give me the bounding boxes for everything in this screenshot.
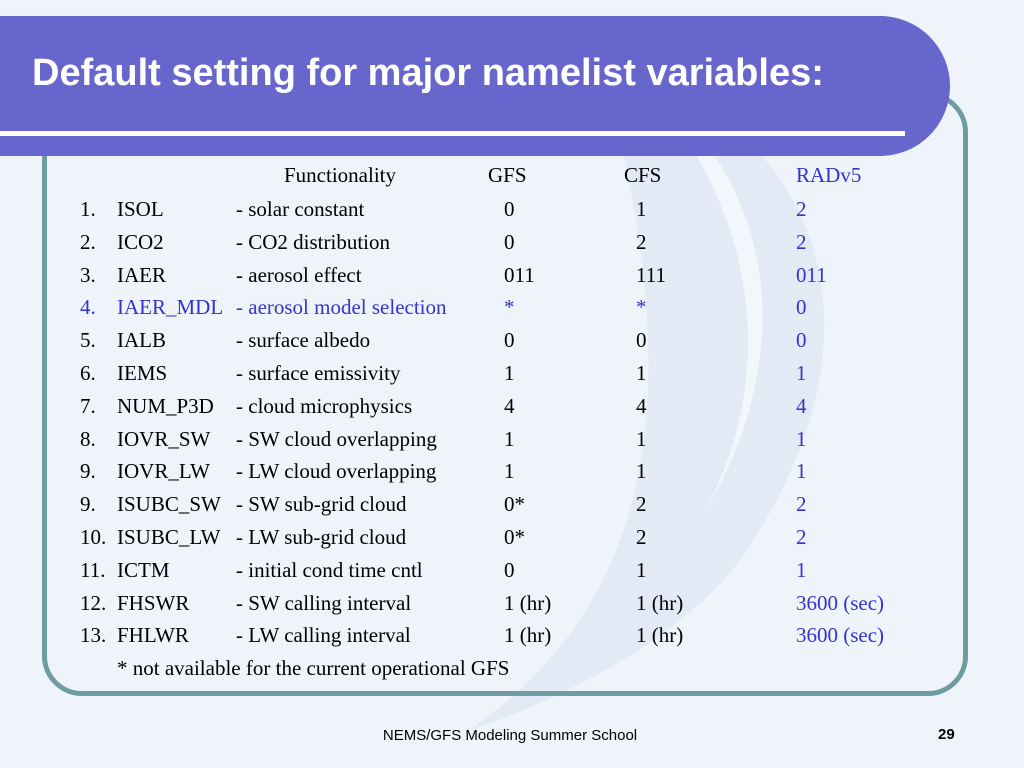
row-number: 13. — [80, 623, 107, 648]
row-description: - initial cond time cntl — [236, 557, 423, 582]
row-radv5-value: 011 — [796, 262, 827, 287]
row-radv5-value: 2 — [796, 229, 807, 254]
footer-text: NEMS/GFS Modeling Summer School — [382, 727, 638, 744]
row-gfs-value: 0 — [504, 197, 515, 221]
row-number: 11. — [80, 557, 106, 582]
row-number: 7. — [80, 393, 96, 418]
row-cfs-value: 1 — [636, 459, 647, 484]
row-radv5-value: 0 — [796, 295, 807, 320]
row-cfs-value: 1 (hr) — [636, 623, 684, 648]
row-description: - SW calling interval — [236, 590, 412, 615]
row-cfs-value: * — [636, 295, 647, 320]
row-variable: IALB — [117, 328, 166, 353]
row-gfs-value: * — [504, 295, 515, 320]
row-variable: IAER — [117, 262, 166, 287]
row-radv5-value: 1 — [796, 459, 807, 484]
row-number: 5. — [80, 328, 96, 353]
row-number: 1. — [80, 197, 96, 221]
row-variable: IOVR_SW — [117, 426, 211, 451]
row-number: 6. — [80, 361, 96, 385]
row-description: - aerosol model selection — [236, 295, 447, 320]
row-description: - cloud microphysics — [236, 393, 413, 418]
row-variable: FHLWR — [117, 623, 189, 648]
row-cfs-value: 2 — [636, 492, 647, 517]
row-description: - solar constant — [236, 197, 365, 221]
page-number: 29 — [938, 726, 955, 743]
row-cfs-value: 2 — [636, 525, 647, 549]
row-cfs-value: 1 (hr) — [636, 590, 684, 615]
row-gfs-value: 1 (hr) — [504, 590, 552, 615]
row-description: - surface albedo — [236, 328, 371, 353]
row-description: - CO2 distribution — [236, 229, 391, 254]
row-number: 9. — [80, 492, 96, 517]
slide-title: Default setting for major namelist varia… — [32, 52, 824, 94]
row-number: 8. — [80, 426, 96, 451]
row-cfs-value: 1 — [636, 361, 647, 385]
row-number: 10. — [80, 525, 107, 549]
row-radv5-value: 3600 (sec) — [796, 623, 885, 648]
row-gfs-value: 0 — [504, 229, 515, 254]
row-gfs-value: 0* — [504, 525, 525, 549]
row-gfs-value: 1 — [504, 426, 515, 451]
row-variable: NUM_P3D — [117, 393, 214, 418]
header-gfs: GFS — [488, 163, 527, 187]
row-description: - aerosol effect — [236, 262, 362, 287]
row-radv5-value: 1 — [796, 557, 807, 582]
row-radv5-value: 0 — [796, 328, 807, 353]
row-cfs-value: 1 — [636, 197, 647, 221]
row-number: 12. — [80, 590, 107, 615]
row-radv5-value: 3600 (sec) — [796, 590, 885, 615]
row-radv5-value: 2 — [796, 197, 807, 221]
row-variable: ICO2 — [117, 229, 164, 254]
row-description: - LW calling interval — [236, 623, 411, 648]
header-functionality: Functionality — [284, 163, 396, 187]
row-radv5-value: 1 — [796, 361, 807, 385]
row-variable: ISUBC_LW — [117, 525, 221, 549]
row-number: 3. — [80, 262, 96, 287]
row-cfs-value: 111 — [636, 262, 666, 287]
row-description: - LW sub-grid cloud — [236, 525, 407, 549]
row-variable: ICTM — [117, 557, 170, 582]
row-radv5-value: 2 — [796, 525, 807, 549]
table-footnote: * not available for the current operatio… — [117, 656, 510, 681]
row-gfs-value: 0 — [504, 328, 515, 353]
row-variable: FHSWR — [117, 590, 190, 615]
row-cfs-value: 2 — [636, 229, 647, 254]
row-gfs-value: 1 — [504, 459, 515, 484]
header-radv5: RADv5 — [796, 163, 862, 187]
row-description: - SW sub-grid cloud — [236, 492, 407, 517]
row-gfs-value: 1 — [504, 361, 515, 385]
row-cfs-value: 0 — [636, 328, 647, 353]
row-cfs-value: 1 — [636, 426, 647, 451]
row-description: - surface emissivity — [236, 361, 401, 385]
row-number: 9. — [80, 459, 96, 484]
row-cfs-value: 4 — [636, 393, 647, 418]
row-gfs-value: 011 — [504, 262, 535, 287]
row-radv5-value: 2 — [796, 492, 807, 517]
row-gfs-value: 1 (hr) — [504, 623, 552, 648]
title-underline — [0, 131, 905, 136]
header-cfs: CFS — [624, 163, 662, 187]
row-description: - SW cloud overlapping — [236, 426, 437, 451]
row-number: 4. — [80, 295, 96, 320]
row-radv5-value: 4 — [796, 393, 807, 418]
row-variable: ISOL — [117, 197, 164, 221]
row-gfs-value: 4 — [504, 393, 515, 418]
row-variable: ISUBC_SW — [117, 492, 221, 517]
row-gfs-value: 0 — [504, 557, 515, 582]
row-radv5-value: 1 — [796, 426, 807, 451]
row-variable: IAER_MDL — [117, 295, 224, 320]
row-cfs-value: 1 — [636, 557, 647, 582]
row-variable: IOVR_LW — [117, 459, 210, 484]
row-number: 2. — [80, 229, 96, 254]
row-gfs-value: 0* — [504, 492, 525, 517]
row-description: - LW cloud overlapping — [236, 459, 437, 484]
row-variable: IEMS — [117, 361, 168, 385]
